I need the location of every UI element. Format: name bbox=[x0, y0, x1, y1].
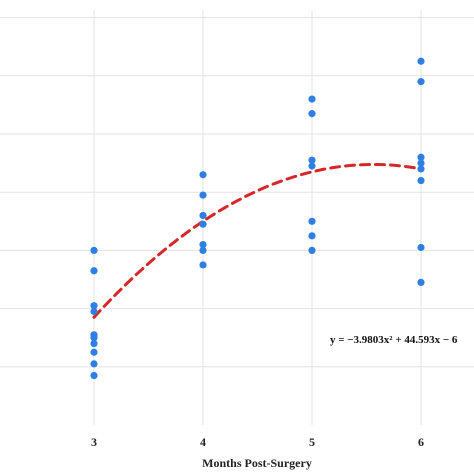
data-point bbox=[90, 302, 98, 310]
data-point bbox=[90, 246, 98, 254]
data-point bbox=[308, 232, 316, 240]
data-point bbox=[199, 220, 207, 228]
data-point bbox=[308, 110, 316, 118]
data-points bbox=[90, 57, 425, 380]
data-point bbox=[417, 159, 425, 167]
data-point bbox=[199, 261, 207, 269]
data-point bbox=[90, 348, 98, 356]
x-tick-label: 3 bbox=[91, 435, 97, 449]
data-point bbox=[308, 246, 316, 254]
x-axis-title: Months Post-Surgery bbox=[202, 456, 312, 470]
data-point bbox=[90, 307, 98, 316]
trendline bbox=[92, 163, 423, 319]
data-point bbox=[417, 78, 425, 86]
data-point bbox=[90, 339, 98, 348]
data-point bbox=[417, 243, 425, 252]
data-point bbox=[417, 278, 425, 287]
data-point bbox=[90, 334, 98, 342]
data-point bbox=[417, 176, 425, 185]
data-point bbox=[417, 57, 425, 65]
data-point bbox=[199, 240, 207, 249]
data-point bbox=[417, 165, 425, 173]
trendline-layer bbox=[92, 163, 423, 319]
data-point bbox=[308, 156, 316, 164]
data-point bbox=[90, 371, 98, 380]
data-point bbox=[199, 211, 207, 220]
data-point bbox=[90, 267, 98, 275]
x-tick-labels: 3 4 5 6 bbox=[91, 435, 424, 449]
data-point bbox=[199, 246, 207, 254]
data-point bbox=[417, 153, 425, 161]
x-tick-label: 6 bbox=[418, 435, 424, 449]
trendline-equation: y = −3.9803x² + 44.593x − 6 bbox=[330, 334, 458, 346]
data-point bbox=[308, 217, 316, 225]
data-point bbox=[308, 162, 316, 170]
data-point bbox=[90, 360, 98, 368]
x-tick-label: 4 bbox=[200, 435, 206, 449]
grid bbox=[0, 10, 474, 425]
x-tick-label: 5 bbox=[309, 435, 315, 449]
data-point bbox=[199, 171, 207, 179]
data-point bbox=[199, 191, 207, 199]
data-point bbox=[308, 95, 316, 103]
